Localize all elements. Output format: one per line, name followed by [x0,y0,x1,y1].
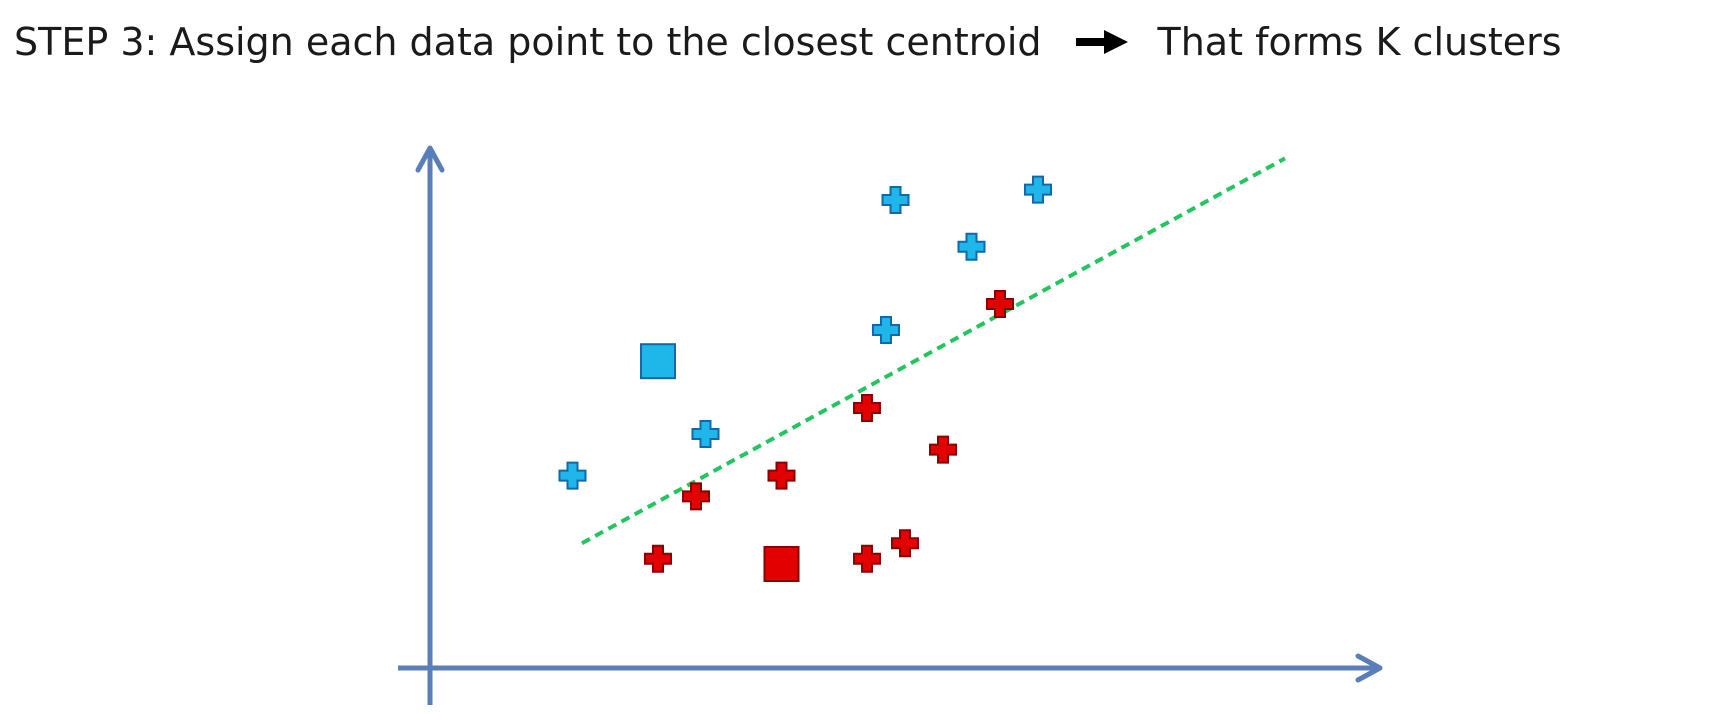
blue-data-point [872,316,900,344]
red-data-point [891,529,919,558]
right-arrow-icon [1075,30,1128,54]
y-axis-arrowhead [415,145,445,173]
red-data-point [986,290,1014,318]
blue-data-point [691,420,720,448]
red-data-point [853,394,881,422]
red-centroid [763,546,800,582]
cluster-divider-line [581,156,1286,545]
x-axis-arrowhead [1355,653,1383,683]
step-label: STEP 3 [14,20,145,64]
red-data-point [767,461,796,490]
red-data-point [682,482,710,511]
red-data-point [929,435,957,464]
red-data-point [853,544,881,573]
blue-data-point [881,186,910,214]
axes [398,145,1383,705]
blue-data-point [957,232,986,261]
blue-centroid [640,343,676,380]
blue-data-point [558,461,587,490]
result-text: That forms K clusters [1157,20,1562,64]
red-data-point [644,544,672,573]
centroids [640,343,800,582]
data-points [558,175,1052,573]
slide-heading: STEP 3: Assign each data point to the cl… [14,14,1562,70]
step-text: : Assign each data point to the closest … [144,20,1042,64]
blue-data-point [1024,175,1052,204]
